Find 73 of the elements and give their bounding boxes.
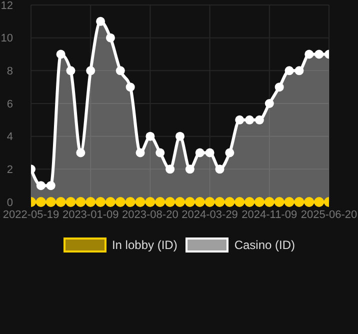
point	[46, 197, 56, 207]
y-tick-label: 8	[6, 66, 13, 78]
point	[215, 164, 224, 174]
point	[156, 148, 165, 158]
point	[145, 197, 156, 207]
point	[284, 66, 294, 76]
point	[294, 197, 304, 207]
point	[274, 82, 284, 92]
point	[76, 148, 86, 158]
point	[185, 164, 194, 174]
x-tick-label: 2023-01-09	[62, 208, 119, 221]
point	[66, 197, 76, 207]
point	[36, 181, 46, 190]
x-tick-label: 2022-05-19	[2, 208, 60, 221]
point	[204, 197, 215, 207]
legend-label: Casino (ID)	[234, 238, 296, 252]
point	[184, 197, 195, 207]
point	[106, 33, 115, 42]
point	[36, 197, 46, 207]
point	[136, 148, 145, 158]
point	[224, 197, 235, 207]
point	[195, 148, 204, 158]
y-tick-label: 0	[6, 196, 13, 209]
point	[146, 132, 155, 141]
point	[304, 50, 314, 59]
point	[304, 197, 314, 207]
point	[105, 197, 116, 207]
y-tick-label: 4	[6, 131, 13, 144]
point	[126, 82, 135, 92]
y-tick-label: 10	[0, 32, 13, 45]
point	[294, 66, 304, 76]
x-tick-label: 2024-03-29	[182, 208, 238, 221]
point	[264, 99, 274, 108]
x-tick-label: 2023-08-20	[122, 208, 178, 221]
point	[194, 197, 205, 207]
point	[176, 132, 184, 141]
point	[245, 115, 254, 124]
point	[244, 197, 255, 207]
x-tick-label: 2024-11-09	[242, 208, 298, 221]
point	[254, 115, 264, 124]
point	[175, 197, 185, 207]
point	[314, 197, 324, 207]
point	[235, 115, 244, 124]
y-tick-label: 2	[6, 164, 13, 176]
point	[166, 164, 175, 174]
y-tick-label: 6	[6, 98, 13, 110]
point	[96, 16, 106, 26]
point	[264, 197, 274, 207]
point	[116, 66, 125, 76]
point	[86, 197, 96, 207]
point	[214, 197, 225, 207]
legend-label: In lobby (ID)	[112, 238, 178, 252]
point	[46, 181, 56, 190]
point	[254, 197, 264, 207]
x-tick-label: 2025-06-20	[300, 208, 358, 221]
point	[56, 50, 66, 59]
point	[205, 148, 214, 158]
point	[284, 197, 294, 207]
point	[125, 197, 136, 207]
y-tick-label: 12	[0, 0, 13, 12]
point	[96, 197, 106, 207]
point	[115, 197, 126, 207]
point	[274, 197, 284, 207]
point	[234, 197, 245, 207]
point	[56, 197, 66, 207]
point	[314, 50, 324, 59]
point	[135, 197, 146, 207]
point	[165, 197, 176, 207]
point	[225, 148, 234, 158]
point	[86, 66, 96, 76]
point	[66, 66, 76, 76]
point	[76, 197, 86, 207]
point	[155, 197, 166, 207]
